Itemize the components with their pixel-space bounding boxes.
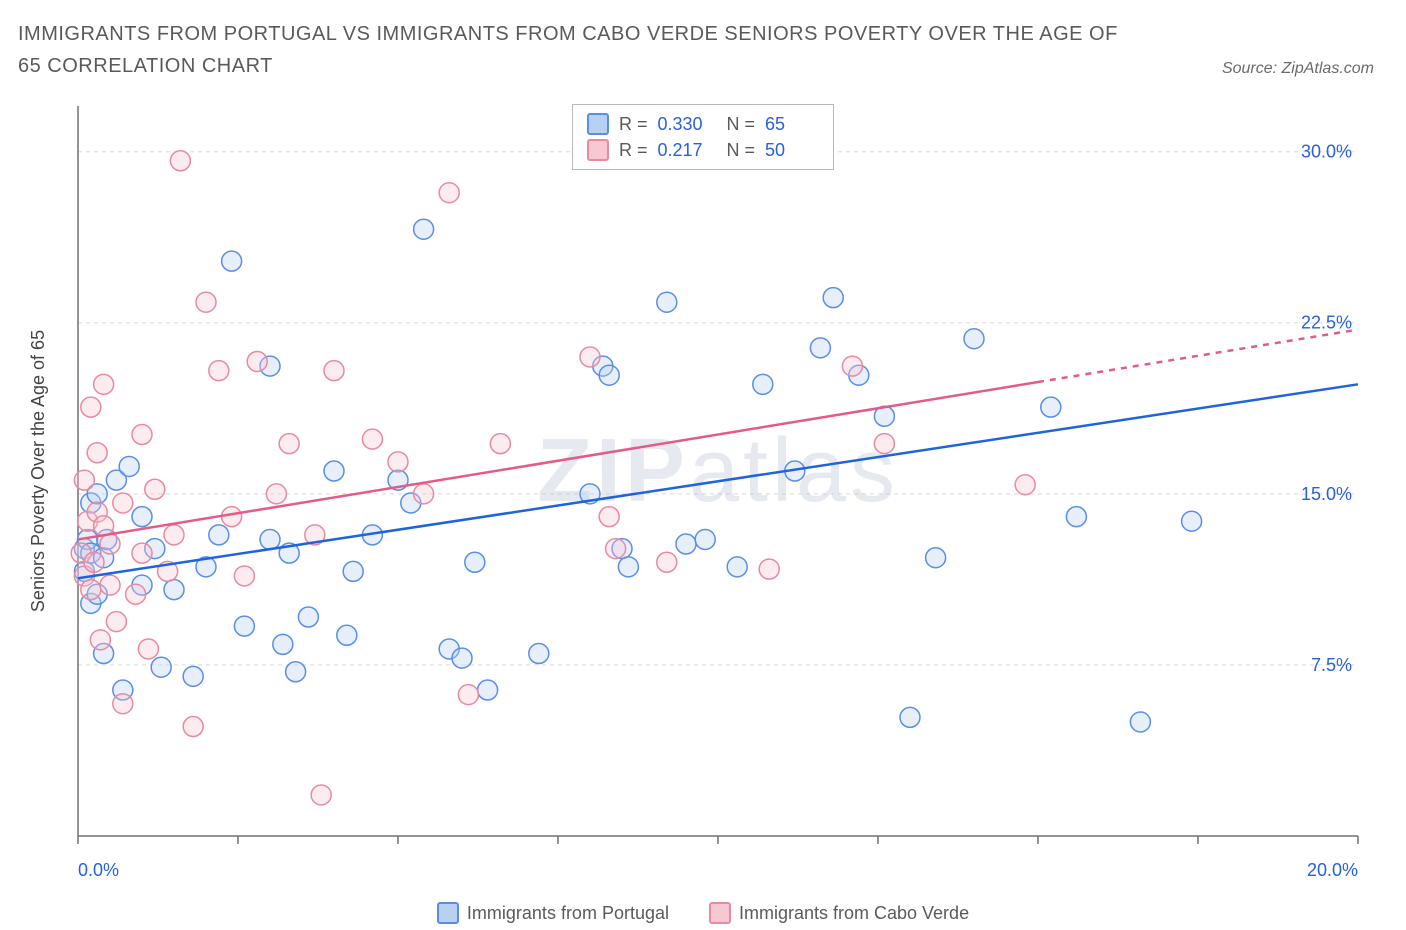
svg-text:15.0%: 15.0% — [1301, 484, 1352, 504]
legend-swatch-series1 — [437, 902, 459, 924]
stats-row-series1: R = 0.330 N = 65 — [587, 111, 819, 137]
swatch-series2 — [587, 139, 609, 161]
legend-item-series1: Immigrants from Portugal — [437, 902, 669, 924]
stat-value-n1: 65 — [765, 114, 819, 135]
legend-label-series2: Immigrants from Cabo Verde — [739, 903, 969, 924]
stats-row-series2: R = 0.217 N = 50 — [587, 137, 819, 163]
svg-text:30.0%: 30.0% — [1301, 142, 1352, 162]
svg-text:7.5%: 7.5% — [1311, 655, 1352, 675]
legend-label-series1: Immigrants from Portugal — [467, 903, 669, 924]
stat-value-r1: 0.330 — [658, 114, 712, 135]
chart-container: 0.0% 20.0% 7.5% 15.0% 22.5% 30.0% Seniors Pove… — [18, 100, 1388, 890]
stat-label-r: R = — [619, 140, 648, 161]
stats-legend-box: R = 0.330 N = 65 R = 0.217 N = 50 — [572, 104, 834, 170]
stat-label-r: R = — [619, 114, 648, 135]
svg-text:Seniors Poverty Over the Age o: Seniors Poverty Over the Age of 65 — [28, 330, 48, 612]
source-label: Source: ZipAtlas.com — [1222, 60, 1382, 82]
svg-text:0.0%: 0.0% — [78, 860, 119, 880]
legend-item-series2: Immigrants from Cabo Verde — [709, 902, 969, 924]
bottom-legend: Immigrants from Portugal Immigrants from… — [0, 902, 1406, 924]
stat-label-n: N = — [722, 114, 756, 135]
stat-value-r2: 0.217 — [658, 140, 712, 161]
svg-text:22.5%: 22.5% — [1301, 313, 1352, 333]
stat-value-n2: 50 — [765, 140, 819, 161]
svg-text:20.0%: 20.0% — [1307, 860, 1358, 880]
swatch-series1 — [587, 113, 609, 135]
page-title: IMMIGRANTS FROM PORTUGAL VS IMMIGRANTS F… — [18, 18, 1118, 82]
stat-label-n: N = — [722, 140, 756, 161]
scatter-chart: 0.0% 20.0% 7.5% 15.0% 22.5% 30.0% Seniors Pove… — [18, 100, 1388, 890]
legend-swatch-series2 — [709, 902, 731, 924]
